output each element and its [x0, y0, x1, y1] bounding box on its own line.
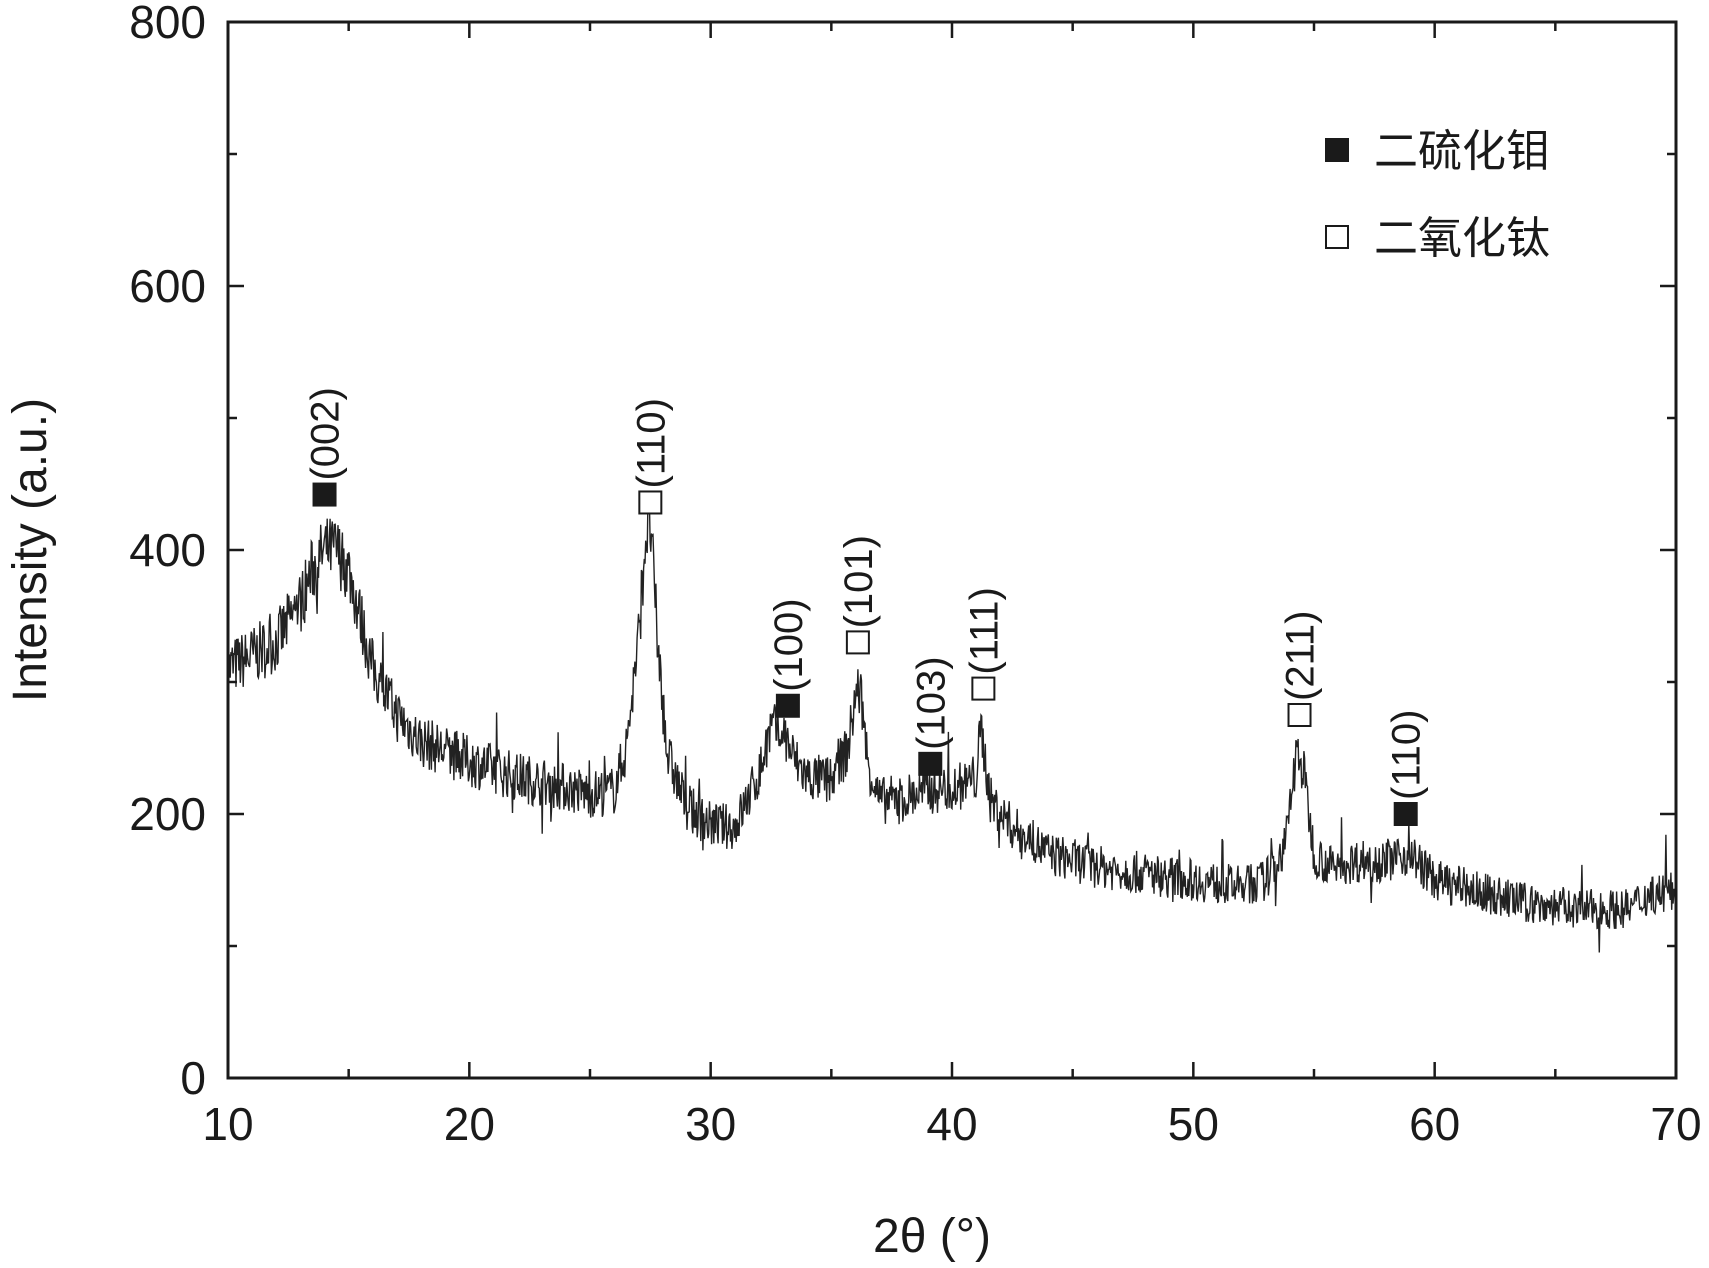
- peak-label: (110): [1385, 710, 1429, 800]
- y-tick-label: 400: [129, 524, 206, 576]
- x-tick-label: 30: [685, 1098, 736, 1150]
- plot-frame: [228, 22, 1676, 1078]
- peak-label: (002): [304, 387, 348, 480]
- peak-label: (211): [1279, 611, 1323, 701]
- x-tick-label: 40: [926, 1098, 977, 1150]
- peak-label: (101): [837, 535, 881, 628]
- x-axis-title: 2θ (°): [873, 1210, 991, 1263]
- y-tick-label: 800: [129, 0, 206, 48]
- peak-label: (110): [629, 398, 673, 488]
- legend-label-1: 二氧化钛: [1374, 213, 1550, 264]
- x-tick-label: 20: [444, 1098, 495, 1150]
- x-tick-label: 70: [1650, 1098, 1701, 1150]
- filled-square-marker: [919, 753, 941, 775]
- legend-marker-1: [1326, 226, 1348, 248]
- peak-label: (100): [767, 598, 811, 691]
- plot-area: 10 20 30 40 50 60 70 0 200 400 600 800 2θ (°) Intensi…: [4, 0, 1702, 1263]
- peak-label: (103): [909, 656, 953, 749]
- x-tick-label: 60: [1409, 1098, 1460, 1150]
- open-square-marker: [847, 631, 869, 653]
- legend-label-0: 二硫化钼: [1374, 126, 1550, 177]
- y-tick-label: 200: [129, 788, 206, 840]
- peak-label: (111): [962, 587, 1006, 674]
- filled-square-marker: [314, 484, 336, 506]
- x-tick-label: 50: [1168, 1098, 1219, 1150]
- open-square-marker: [1289, 704, 1311, 726]
- filled-square-marker: [1395, 803, 1417, 825]
- x-tick-label: 10: [202, 1098, 253, 1150]
- y-axis-title: Intensity (a.u.): [4, 398, 57, 702]
- y-tick-label: 0: [180, 1052, 206, 1104]
- open-square-marker: [972, 678, 994, 700]
- filled-square-marker: [777, 695, 799, 717]
- y-tick-label: 600: [129, 260, 206, 312]
- legend-marker-0: [1326, 139, 1348, 161]
- open-square-marker: [639, 491, 661, 513]
